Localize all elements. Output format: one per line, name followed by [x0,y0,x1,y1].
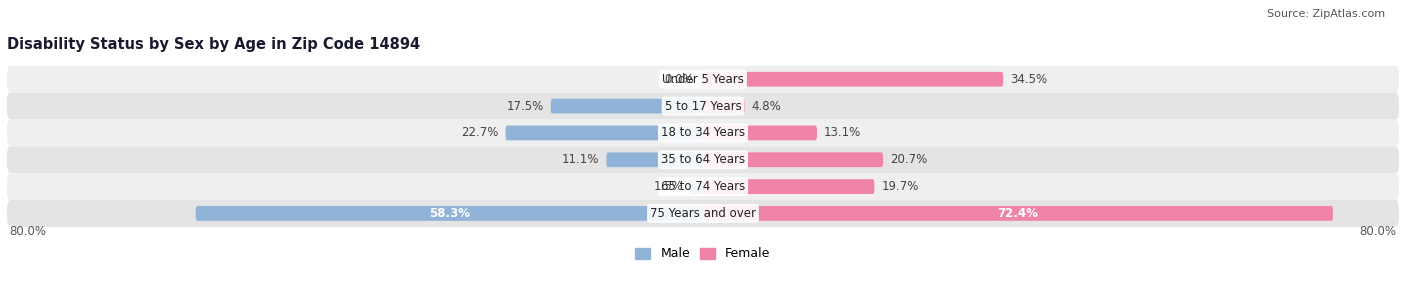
FancyBboxPatch shape [7,66,1399,93]
FancyBboxPatch shape [703,179,875,194]
Text: 72.4%: 72.4% [997,207,1039,220]
Text: 19.7%: 19.7% [882,180,918,193]
Text: 35 to 64 Years: 35 to 64 Years [661,153,745,166]
Text: 65 to 74 Years: 65 to 74 Years [661,180,745,193]
Text: 17.5%: 17.5% [506,100,544,112]
Text: 34.5%: 34.5% [1010,73,1047,86]
Text: 80.0%: 80.0% [1360,225,1396,238]
FancyBboxPatch shape [606,152,703,167]
FancyBboxPatch shape [703,126,817,140]
Text: Disability Status by Sex by Age in Zip Code 14894: Disability Status by Sex by Age in Zip C… [7,37,420,52]
Text: 58.3%: 58.3% [429,207,470,220]
FancyBboxPatch shape [690,179,703,194]
FancyBboxPatch shape [7,146,1399,173]
Text: 75 Years and over: 75 Years and over [650,207,756,220]
FancyBboxPatch shape [7,173,1399,200]
Text: 18 to 34 Years: 18 to 34 Years [661,126,745,140]
FancyBboxPatch shape [703,206,1333,221]
Text: Source: ZipAtlas.com: Source: ZipAtlas.com [1267,9,1385,19]
FancyBboxPatch shape [506,126,703,140]
FancyBboxPatch shape [703,152,883,167]
Text: 13.1%: 13.1% [824,126,862,140]
Text: 0.0%: 0.0% [665,73,695,86]
Legend: Male, Female: Male, Female [630,242,776,265]
Text: 80.0%: 80.0% [10,225,46,238]
FancyBboxPatch shape [703,72,1002,87]
Text: Under 5 Years: Under 5 Years [662,73,744,86]
FancyBboxPatch shape [7,119,1399,146]
Text: 20.7%: 20.7% [890,153,928,166]
FancyBboxPatch shape [703,99,745,113]
Text: 11.1%: 11.1% [562,153,599,166]
FancyBboxPatch shape [551,99,703,113]
FancyBboxPatch shape [7,93,1399,119]
Text: 5 to 17 Years: 5 to 17 Years [665,100,741,112]
FancyBboxPatch shape [195,206,703,221]
Text: 4.8%: 4.8% [752,100,782,112]
Text: 22.7%: 22.7% [461,126,499,140]
FancyBboxPatch shape [7,200,1399,227]
Text: 1.5%: 1.5% [654,180,683,193]
